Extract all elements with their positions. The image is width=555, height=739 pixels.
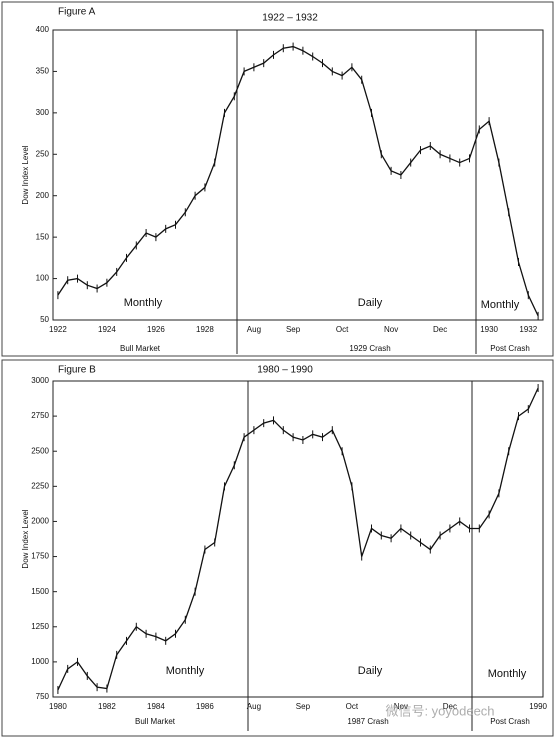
- watermark: 微信号: yoyodeech: [385, 703, 494, 718]
- y-tick-label: 300: [36, 108, 50, 117]
- y-tick-label: 2250: [31, 481, 49, 490]
- y-tick-label: 1500: [31, 587, 49, 596]
- y-tick-label: 50: [40, 315, 49, 324]
- y-tick-label: 400: [36, 25, 50, 34]
- y-tick-label: 1250: [31, 622, 49, 631]
- x-tick-label: 1922: [49, 325, 67, 334]
- plot-frame: [52, 380, 544, 698]
- y-tick-label: 200: [36, 191, 50, 200]
- x-tick-label: 1986: [196, 702, 214, 711]
- plot-frame: [52, 29, 544, 321]
- y-tick-label: 750: [36, 692, 50, 701]
- x-tick-label: Sep: [296, 702, 311, 711]
- y-tick-label: 1000: [31, 657, 49, 666]
- section-annotation: Monthly: [481, 299, 520, 311]
- y-tick-label: 250: [36, 149, 50, 158]
- section-annotation: Monthly: [124, 297, 163, 309]
- x-tick-label: Dec: [433, 325, 447, 334]
- x-tick-label: 1926: [147, 325, 165, 334]
- figure-label: Figure A: [58, 7, 96, 18]
- x-tick-label: Oct: [336, 325, 349, 334]
- x-tick-label: 1980: [49, 702, 67, 711]
- section-annotation: Daily: [358, 665, 383, 677]
- y-axis-label: Dow Index Level: [21, 145, 30, 204]
- section-label: 1929 Crash: [349, 344, 390, 353]
- section-label: Post Crash: [490, 344, 530, 353]
- x-tick-label: 1930: [480, 325, 498, 334]
- section-annotation: Monthly: [488, 668, 527, 680]
- y-tick-label: 1750: [31, 552, 49, 561]
- panel-frame: [1, 1, 554, 357]
- x-tick-label: 1982: [98, 702, 116, 711]
- figure-label: Figure B: [58, 365, 96, 376]
- section-label: Bull Market: [120, 344, 161, 353]
- section-label: Post Crash: [490, 717, 530, 726]
- x-tick-label: Nov: [394, 702, 408, 711]
- x-tick-label: 1984: [147, 702, 165, 711]
- x-tick-label: Sep: [286, 325, 301, 334]
- section-annotation: Monthly: [166, 665, 205, 677]
- x-tick-label: 1924: [98, 325, 116, 334]
- price-line: [57, 387, 539, 691]
- x-tick-label: Dec: [443, 702, 457, 711]
- y-tick-label: 2500: [31, 446, 49, 455]
- y-tick-label: 100: [36, 274, 50, 283]
- x-tick-label: Aug: [247, 702, 261, 711]
- price-line: [57, 45, 539, 317]
- chart-title: 1922 – 1932: [262, 13, 318, 24]
- x-tick-label: Nov: [384, 325, 398, 334]
- y-tick-label: 350: [36, 67, 50, 76]
- y-tick-label: 2750: [31, 411, 49, 420]
- y-tick-label: 3000: [31, 376, 49, 385]
- y-tick-label: 2000: [31, 517, 49, 526]
- x-tick-label: Oct: [346, 702, 359, 711]
- x-tick-label: 1928: [196, 325, 214, 334]
- section-label: 1987 Crash: [347, 717, 388, 726]
- y-axis-label: Dow Index Level: [21, 509, 30, 568]
- x-tick-label: Aug: [247, 325, 261, 334]
- chart-title: 1980 – 1990: [257, 365, 313, 376]
- y-tick-label: 150: [36, 232, 50, 241]
- x-tick-label: 1990: [529, 702, 547, 711]
- x-tick-label: 1932: [519, 325, 537, 334]
- panel-frame: [1, 359, 554, 737]
- section-label: Bull Market: [135, 717, 176, 726]
- section-annotation: Daily: [358, 297, 383, 309]
